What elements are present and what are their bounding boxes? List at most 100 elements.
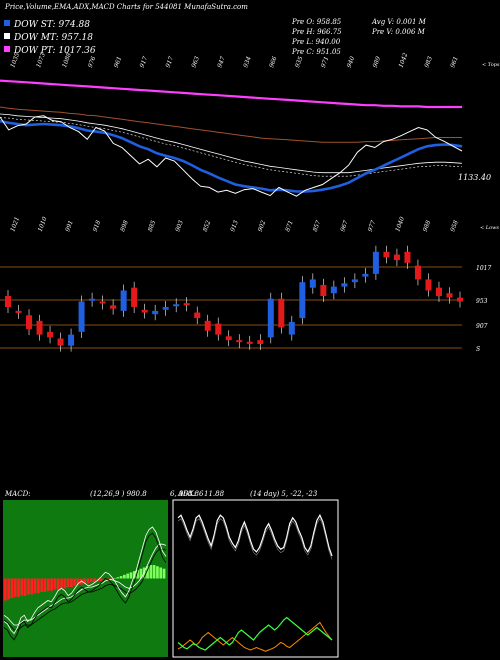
candle: [320, 284, 327, 296]
macd-histogram-bar: [46, 578, 50, 591]
candle: [267, 298, 274, 338]
candle: [278, 298, 285, 328]
adx-background: [172, 499, 339, 658]
ohlc-info: Pre O: 958.85 Pre H: 966.75 Pre L: 940.0…: [291, 18, 427, 56]
dow-legend: DOW ST: 974.88 DOW MT: 957.18 DOW PT: 10…: [4, 20, 96, 56]
price-level-label: 1017: [476, 265, 491, 272]
macd-histogram-bar: [89, 578, 93, 583]
ema-line-fast: [0, 119, 463, 193]
candle: [57, 338, 64, 346]
top-price-label: 963: [190, 55, 201, 68]
macd-histogram-bar: [63, 578, 67, 589]
low-price-label: 885: [147, 219, 158, 232]
top-price-label: 940: [346, 55, 357, 68]
candle: [78, 301, 85, 332]
candle: [47, 331, 54, 338]
price-level-label: 907: [476, 323, 488, 330]
macd-histogram-bar: [43, 578, 47, 592]
top-price-label: 917: [165, 55, 176, 68]
low-price-label: 967: [339, 219, 350, 232]
price-value-label: 1133.40: [458, 173, 491, 182]
candle: [257, 340, 264, 345]
candle: [288, 321, 295, 335]
candle: [120, 290, 127, 311]
legend-swatch-st: [4, 20, 10, 26]
candle: [425, 279, 432, 291]
candle: [309, 279, 316, 288]
macd-histogram-bar: [23, 578, 27, 596]
macd-histogram-bar: [119, 576, 123, 579]
macd-histogram-bar: [136, 569, 139, 579]
candle: [89, 298, 96, 301]
macd-histogram-bar: [53, 578, 57, 590]
pre-open: Pre O: 958.85: [291, 18, 342, 26]
candle: [162, 307, 169, 310]
tops-label: < Tops: [482, 62, 500, 68]
top-price-label: 971: [320, 56, 330, 69]
macd-histogram-bar: [13, 578, 17, 597]
candle: [435, 287, 442, 296]
avg-volume: Avg V: 0.001 M: [371, 18, 427, 26]
macd-histogram-bar: [152, 565, 156, 579]
candle: [299, 282, 306, 319]
low-price-label: 857: [312, 219, 323, 232]
macd-histogram-bar: [30, 578, 34, 595]
macd-histogram-bar: [93, 578, 96, 583]
candle: [183, 303, 190, 306]
macd-histogram-bar: [7, 578, 11, 600]
macd-histogram-bar: [109, 578, 113, 580]
macd-histogram-bar: [40, 578, 44, 592]
macd-histogram-bar: [73, 578, 77, 586]
macd-histogram-bar: [149, 565, 153, 579]
macd-histogram-bar: [113, 578, 116, 579]
adx-label: ADX:: [177, 490, 196, 498]
top-price-label: 976: [87, 55, 98, 68]
macd-histogram-bar: [50, 578, 53, 591]
candle: [383, 251, 390, 258]
candle: [68, 334, 75, 346]
candle: [15, 310, 22, 313]
adx-params: (14 day) 5, -22, -23: [250, 490, 318, 498]
macd-histogram-bar: [123, 574, 126, 579]
pre-high: Pre H: 966.75: [291, 28, 342, 36]
volume-candle-panel: 1017 953 907 S 1021 1010 991 918 898 885 903 852 913…: [0, 216, 491, 353]
low-price-label: 977: [367, 219, 378, 232]
candle: [404, 251, 411, 263]
macd-histogram-bar: [126, 573, 130, 579]
candle: [393, 254, 400, 261]
macd-panel: [3, 500, 168, 657]
pre-close: Pre C: 951.05: [291, 48, 341, 56]
candle: [5, 295, 11, 308]
top-price-label: 917: [139, 55, 150, 68]
top-price-label: 961: [449, 56, 459, 69]
candle: [372, 251, 379, 274]
top-price-label: 934: [242, 55, 253, 68]
macd-histogram-bar: [10, 578, 14, 599]
adx-panel: [172, 499, 339, 658]
low-price-label: 902: [257, 219, 268, 232]
low-price-label: 898: [119, 219, 130, 232]
candle: [194, 312, 201, 319]
candle: [457, 297, 463, 302]
candle: [362, 273, 369, 277]
top-price-label: 947: [216, 55, 227, 68]
low-price-label: 918: [92, 219, 103, 232]
macd-histogram-bar: [56, 578, 60, 590]
legend-swatch-pt: [4, 46, 10, 52]
macd-histogram-bar: [33, 578, 37, 594]
top-price-label: 1073: [35, 52, 47, 69]
top-price-label: 1035: [9, 52, 21, 69]
candle: [215, 323, 222, 335]
chart-title: Price,Volume,EMA,ADX,MACD Charts for 544…: [4, 3, 248, 11]
top-price-label: 989: [372, 55, 383, 68]
legend-dow-st: DOW ST: 974.88: [13, 20, 90, 30]
macd-histogram-bar: [70, 578, 73, 588]
candle: [99, 301, 106, 304]
price-ema-panel: 1035 1073 1088 976 961 917 917 963 947 934 966 935 9…: [0, 52, 463, 197]
macd-histogram-bar: [156, 566, 159, 579]
ema-line-slow: [0, 106, 462, 143]
candle: [341, 283, 348, 287]
macd-histogram-bar: [83, 578, 87, 584]
top-price-label: 966: [268, 55, 279, 68]
legend-dow-mt: DOW MT: 957.18: [13, 33, 93, 43]
